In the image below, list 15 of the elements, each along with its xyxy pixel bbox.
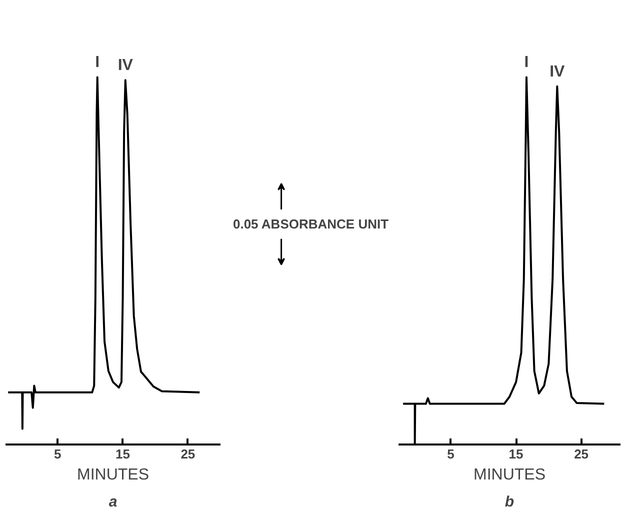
text: a <box>108 494 118 510</box>
text: b <box>504 494 514 510</box>
x-axis-title: MINUTES <box>77 466 149 484</box>
text: 0.05 ABSORBANCE UNIT <box>232 216 389 232</box>
annotation: I <box>524 54 529 72</box>
x-tick-label: 25 <box>180 446 196 462</box>
x-tick-label: 15 <box>116 446 130 462</box>
x-axis-title: MINUTES <box>474 466 546 484</box>
x-tick-label: 5 <box>54 446 62 462</box>
annotation: I <box>95 54 100 72</box>
x-tick-label: 15 <box>508 446 524 462</box>
annotation: IV <box>550 63 566 80</box>
x-tick-label: 25 <box>574 446 589 462</box>
x-tick-label: 5 <box>447 446 454 462</box>
annotation: IV <box>118 57 134 74</box>
